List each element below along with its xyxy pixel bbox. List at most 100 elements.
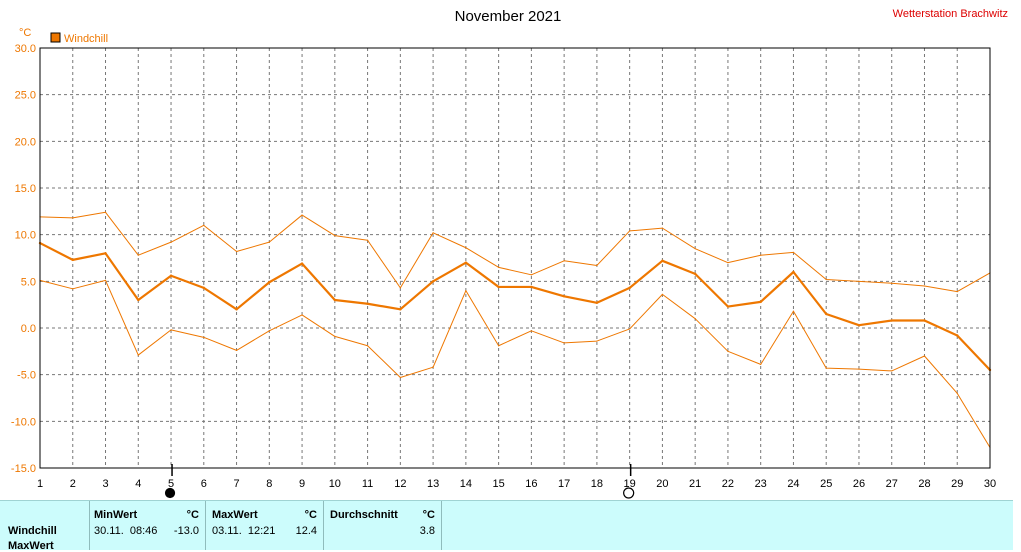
data-point-average <box>595 301 599 304</box>
stats-max-column: MaxWert °C 03.11. 12:21 12.4 <box>206 501 324 550</box>
data-point-max <box>661 227 664 229</box>
data-point-average <box>104 252 107 255</box>
data-point-max <box>760 254 762 256</box>
data-point-min <box>858 368 860 370</box>
min-unit: °C <box>186 509 199 521</box>
x-tick-label: 9 <box>299 478 305 490</box>
min-header: MinWert <box>94 509 138 521</box>
data-point-max <box>694 248 696 250</box>
data-point-max <box>923 285 926 287</box>
data-point-max <box>366 239 369 241</box>
data-point-average <box>857 324 861 327</box>
stats-label-column: Windchill MaxWert <box>0 501 90 552</box>
data-point-min <box>727 350 729 352</box>
x-tick-label: 5 <box>168 478 174 490</box>
data-point-min <box>825 367 827 369</box>
data-point-min <box>301 314 303 316</box>
x-tick-label: 22 <box>722 478 734 490</box>
data-point-min <box>170 329 172 331</box>
data-point-min <box>235 349 238 351</box>
data-point-average <box>71 258 74 262</box>
data-point-average <box>169 274 173 277</box>
data-point-min <box>694 318 696 320</box>
data-point-average <box>399 308 402 311</box>
data-point-max <box>498 266 500 268</box>
data-point-min <box>792 310 795 312</box>
data-point-max <box>858 280 860 282</box>
x-tick-labels: 1 2 3 4 5 6 7 8 9 10 11 12 13 14 15 16 17 18 19 20 21 22 23 24 2… <box>37 478 996 490</box>
data-point-max <box>465 247 467 249</box>
data-point-min <box>498 345 500 347</box>
data-point-max <box>268 241 270 243</box>
data-point-average <box>726 305 730 308</box>
data-point-min <box>432 366 434 368</box>
data-point-average <box>137 298 140 302</box>
x-tick-label: 3 <box>102 478 108 490</box>
y-tick-label: -15.0 <box>11 463 36 475</box>
y-tick-label: -5.0 <box>17 370 36 382</box>
data-point-average <box>366 302 369 305</box>
avg-value: 3.8 <box>419 525 435 537</box>
y-tick-label: 5.0 <box>21 276 36 288</box>
data-point-max <box>792 251 795 253</box>
chart-title: November 2021 <box>455 8 562 25</box>
data-point-min <box>399 376 401 379</box>
x-tick-label: 7 <box>233 478 239 490</box>
x-tick-label: 21 <box>689 478 701 490</box>
x-tick-label: 13 <box>427 478 439 490</box>
data-point-max <box>530 274 532 276</box>
legend: Windchill <box>50 32 108 45</box>
data-point-average <box>759 300 762 304</box>
y-tick-label: 20.0 <box>15 136 36 148</box>
min-datetime: 30.11. 08:46 <box>94 525 158 537</box>
data-point-average <box>890 319 893 322</box>
data-point-min <box>530 330 532 332</box>
x-tick-label: 4 <box>135 478 141 490</box>
data-point-min <box>891 370 893 372</box>
y-tick-label: 0.0 <box>21 323 36 335</box>
x-tick-label: 2 <box>70 478 76 490</box>
chart: November 2021 Wetterstation Brachwitz °C… <box>11 8 1008 499</box>
data-point-min <box>661 293 664 295</box>
data-point-min <box>465 290 467 292</box>
x-tick-label: 14 <box>460 478 472 490</box>
data-point-min <box>72 288 74 290</box>
data-point-min <box>629 328 631 330</box>
stats-row-label: Windchill <box>8 525 57 537</box>
data-point-average <box>268 281 271 284</box>
x-tick-label: 6 <box>201 478 207 490</box>
statistics-panel: Windchill MaxWert MinWert °C 30.11. 08:4… <box>0 500 1013 552</box>
data-point-min <box>923 355 926 357</box>
data-point-average <box>825 312 828 316</box>
data-point-min <box>760 363 762 365</box>
data-point-max <box>891 282 893 284</box>
x-tick-label: 27 <box>886 478 898 490</box>
x-tick-label: 25 <box>820 478 832 490</box>
x-tick-label: 20 <box>656 478 668 490</box>
data-point-max <box>334 235 336 237</box>
data-point-average <box>464 261 468 264</box>
data-point-min <box>203 336 205 338</box>
y-tick-label: 10.0 <box>15 230 36 242</box>
data-point-min <box>956 392 958 394</box>
data-point-min <box>596 340 598 342</box>
y-tick-labels: 30.0 25.0 20.0 15.0 10.0 5.0 0.0 -5.0 -10.0 -15.0 <box>11 43 36 475</box>
data-point-average <box>562 295 566 298</box>
series-line-max <box>39 211 991 293</box>
x-tick-label: 11 <box>362 478 373 490</box>
data-point-average <box>530 285 533 289</box>
data-point-max <box>301 214 303 216</box>
data-point-min <box>334 335 336 337</box>
max-datetime: 03.11. 12:21 <box>212 525 276 537</box>
data-point-average <box>792 270 795 274</box>
data-point-min <box>137 354 139 356</box>
data-point-max <box>432 232 434 234</box>
moon-phases <box>164 464 635 499</box>
new-moon-icon <box>164 487 176 499</box>
data-point-average <box>628 286 631 290</box>
x-tick-label: 29 <box>951 478 963 490</box>
max-header: MaxWert <box>212 509 258 521</box>
data-point-max <box>203 224 205 226</box>
legend-swatch <box>50 32 61 43</box>
stats-avg-column: Durchschnitt °C 3.8 <box>324 501 442 550</box>
